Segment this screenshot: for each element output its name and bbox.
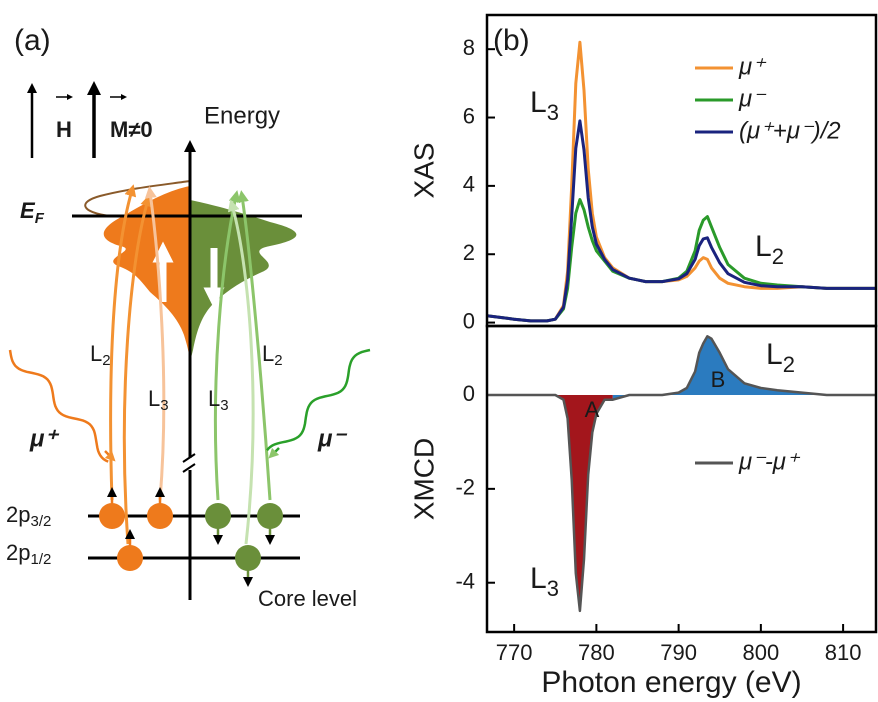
annotation-subscript: 3 [547,100,559,125]
transition-label: L2 [90,341,111,369]
edge-subscript: 3 [220,397,228,414]
y-tick-label: 0 [463,308,475,333]
data-line [487,121,876,321]
y-tick-label: 6 [463,103,475,128]
level-name: 2p [6,540,30,565]
y-tick-label: -4 [455,569,475,594]
annotation-subscript: 2 [772,244,784,269]
panel-label: (a) [14,24,51,57]
y-tick-label: 2 [463,240,475,265]
electron [147,503,173,529]
electron [235,545,261,571]
y-axis-label: XAS [408,142,439,198]
annotation: A [585,397,600,422]
level-label: 2p3/2 [6,502,51,530]
transition-label: L2 [262,341,283,369]
magnetization-label: M≠0 [110,117,153,142]
level-name: 2p [6,502,30,527]
photon-arrowhead [272,448,279,455]
annotation-main: L [755,230,772,263]
electron [257,503,283,529]
edge-subscript: 2 [102,352,110,369]
edge-name: L [148,386,160,411]
edge-name: L [90,341,102,366]
fermi-symbol: E [20,198,36,223]
y-tick-label: 0 [463,381,475,406]
electron [117,545,143,571]
field-label: H [56,117,72,142]
area-fill [555,395,613,611]
data-line [487,200,876,321]
y-tick-label: -2 [455,475,475,500]
data-line [487,42,876,321]
polarization-label: μ⁺ [29,425,59,452]
annotation-subscript: 2 [783,352,795,377]
core-level-label: Core level [258,586,357,611]
transition-label: L3 [148,386,169,414]
y-tick-label: 8 [463,35,475,60]
electron [205,503,231,529]
spin-down-dos [190,200,296,362]
legend-label: (μ⁺+μ⁻)/2 [739,117,841,144]
area-fill [613,336,876,399]
x-axis-label: Photon energy (eV) [541,666,801,699]
panel-a: (a) H M≠0 Energy EF 2p3/2 2p1/2 Core lev… [6,24,370,611]
photon-wave [10,350,108,462]
x-tick-label: 810 [825,640,862,665]
annotation-main: L [766,338,783,371]
annotation: L3 [530,86,559,125]
electron [99,503,125,529]
annotation: L2 [755,230,784,269]
edge-name: L [262,341,274,366]
edge-subscript: 3 [160,397,168,414]
panel-label: (b) [493,24,530,57]
fermi-subscript: F [35,210,45,227]
level-subscript: 1/2 [30,551,51,568]
legend-label: μ⁺ [738,53,767,80]
legend-label: μ⁻-μ⁺ [738,448,801,475]
annotation: L3 [530,562,559,601]
annotation: B [711,367,726,392]
legend-label: μ⁻ [738,85,767,112]
x-tick-label: 780 [578,640,615,665]
polarization-label: μ⁻ [317,425,347,452]
fermi-label: EF [20,198,45,227]
annotation-main: L [530,562,547,595]
x-tick-label: 790 [660,640,697,665]
y-tick-label: 4 [463,172,475,197]
level-subscript: 3/2 [30,513,51,530]
annotation-subscript: 3 [547,576,559,601]
edge-name: L [208,386,220,411]
y-axis-label: XMCD [408,438,439,520]
annotation: L2 [766,338,795,377]
level-label: 2p1/2 [6,540,51,568]
annotation-main: L [530,86,547,119]
edge-subscript: 2 [274,352,282,369]
x-tick-label: 800 [743,640,780,665]
x-tick-label: 770 [496,640,533,665]
transition-label: L3 [208,386,229,414]
energy-label: Energy [204,102,280,129]
figure: (a) H M≠0 Energy EF 2p3/2 2p1/2 Core lev… [0,0,878,702]
